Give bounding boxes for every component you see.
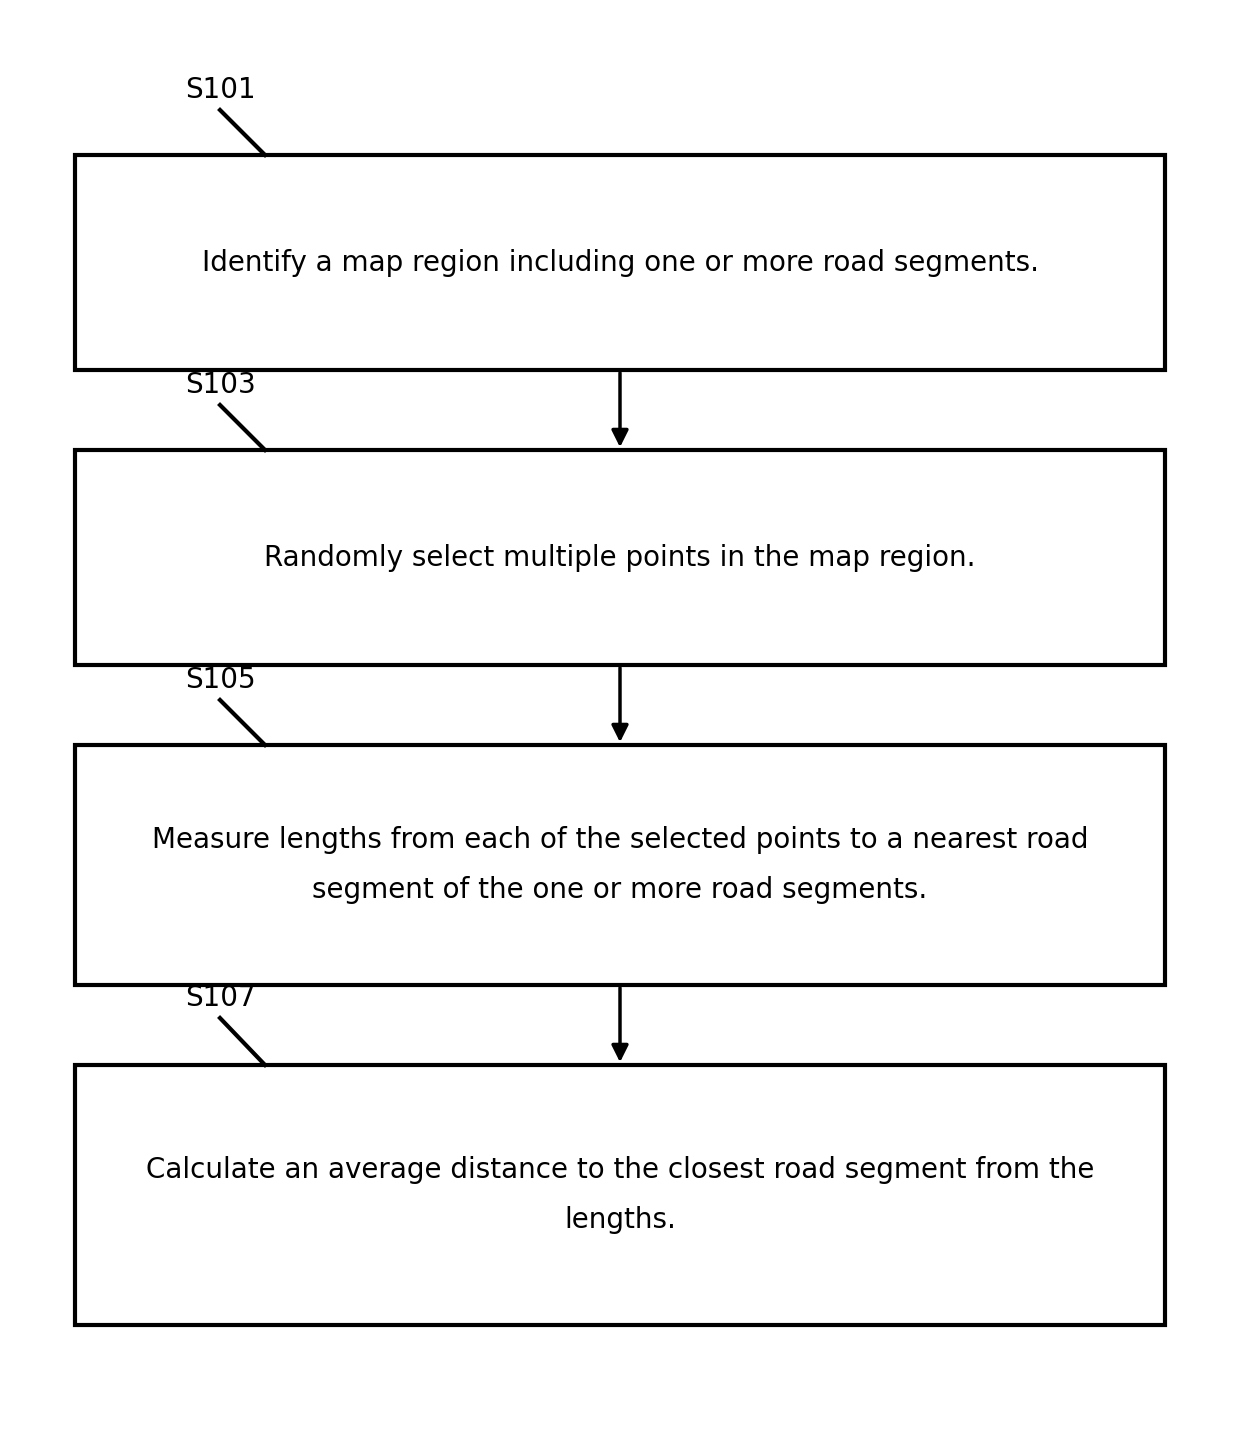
Bar xyxy=(74,745,1166,984)
Text: Identify a map region including one or more road segments.: Identify a map region including one or m… xyxy=(201,248,1039,277)
Text: Measure lengths from each of the selected points to a nearest road
segment of th: Measure lengths from each of the selecte… xyxy=(151,825,1089,904)
Text: S101: S101 xyxy=(185,76,255,105)
Text: S105: S105 xyxy=(185,666,255,694)
Text: Randomly select multiple points in the map region.: Randomly select multiple points in the m… xyxy=(264,543,976,572)
Bar xyxy=(74,450,1166,665)
Bar xyxy=(74,1065,1166,1326)
Text: Calculate an average distance to the closest road segment from the
lengths.: Calculate an average distance to the clo… xyxy=(146,1156,1094,1234)
Text: S107: S107 xyxy=(185,984,255,1012)
Text: S103: S103 xyxy=(185,371,255,398)
Bar xyxy=(74,155,1166,370)
